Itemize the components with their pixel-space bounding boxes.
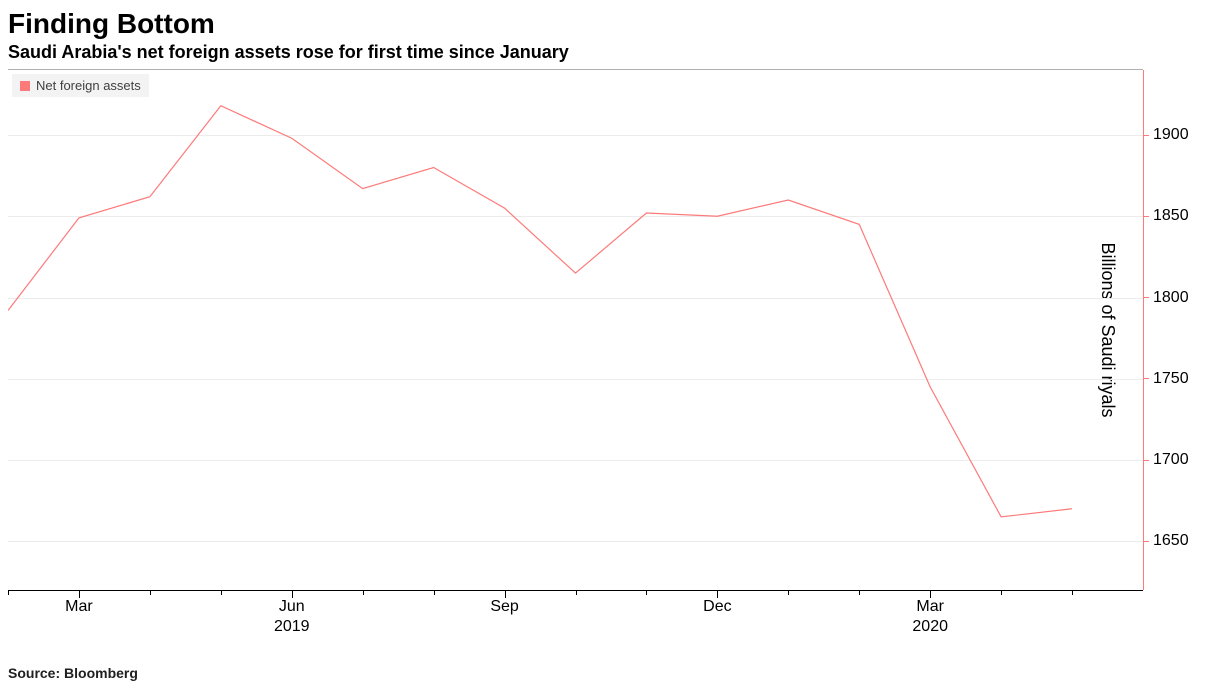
- plot-area: Net foreign assets Billions of Saudi riy…: [8, 69, 1143, 591]
- x-minor-tick-mark: [1001, 590, 1002, 595]
- x-minor-tick-mark: [576, 590, 577, 595]
- x-minor-tick-mark: [434, 590, 435, 595]
- x-minor-tick-mark: [8, 590, 9, 595]
- x-tick-mark: [717, 590, 718, 598]
- legend: Net foreign assets: [12, 74, 149, 97]
- x-year-label: 2020: [912, 618, 948, 636]
- series-line: [8, 106, 1072, 517]
- chart-container: Finding Bottom Saudi Arabia's net foreig…: [0, 0, 1225, 689]
- line-series-layer: [8, 70, 1143, 590]
- legend-swatch: [20, 81, 30, 91]
- x-minor-tick-mark: [150, 590, 151, 595]
- x-tick-label: Sep: [490, 598, 518, 616]
- x-tick-label: Mar: [65, 598, 93, 616]
- x-tick-label: Mar: [916, 598, 944, 616]
- y-tick-label: 1650: [1153, 532, 1189, 550]
- x-minor-tick-mark: [646, 590, 647, 595]
- y-tick-label: 1800: [1153, 289, 1189, 307]
- x-minor-tick-mark: [859, 590, 860, 595]
- legend-label: Net foreign assets: [36, 78, 141, 93]
- x-tick-label: Jun: [279, 598, 305, 616]
- y-tick-label: 1850: [1153, 207, 1189, 225]
- y-tick-label: 1900: [1153, 126, 1189, 144]
- x-minor-tick-mark: [788, 590, 789, 595]
- x-tick-label: Dec: [703, 598, 731, 616]
- y-tick-label: 1750: [1153, 370, 1189, 388]
- x-tick-mark: [505, 590, 506, 598]
- x-minor-tick-mark: [1072, 590, 1073, 595]
- x-minor-tick-mark: [221, 590, 222, 595]
- x-minor-tick-mark: [363, 590, 364, 595]
- y-tick-label: 1700: [1153, 451, 1189, 469]
- x-year-label: 2019: [274, 618, 310, 636]
- source-attribution: Source: Bloomberg: [8, 665, 138, 681]
- x-tick-mark: [930, 590, 931, 598]
- x-tick-mark: [79, 590, 80, 598]
- y-axis-line: [1143, 70, 1144, 590]
- chart-title: Finding Bottom: [8, 8, 1213, 40]
- chart-subtitle: Saudi Arabia's net foreign assets rose f…: [8, 42, 1213, 63]
- chart-area: Net foreign assets Billions of Saudi riy…: [8, 69, 1213, 639]
- x-tick-mark: [292, 590, 293, 598]
